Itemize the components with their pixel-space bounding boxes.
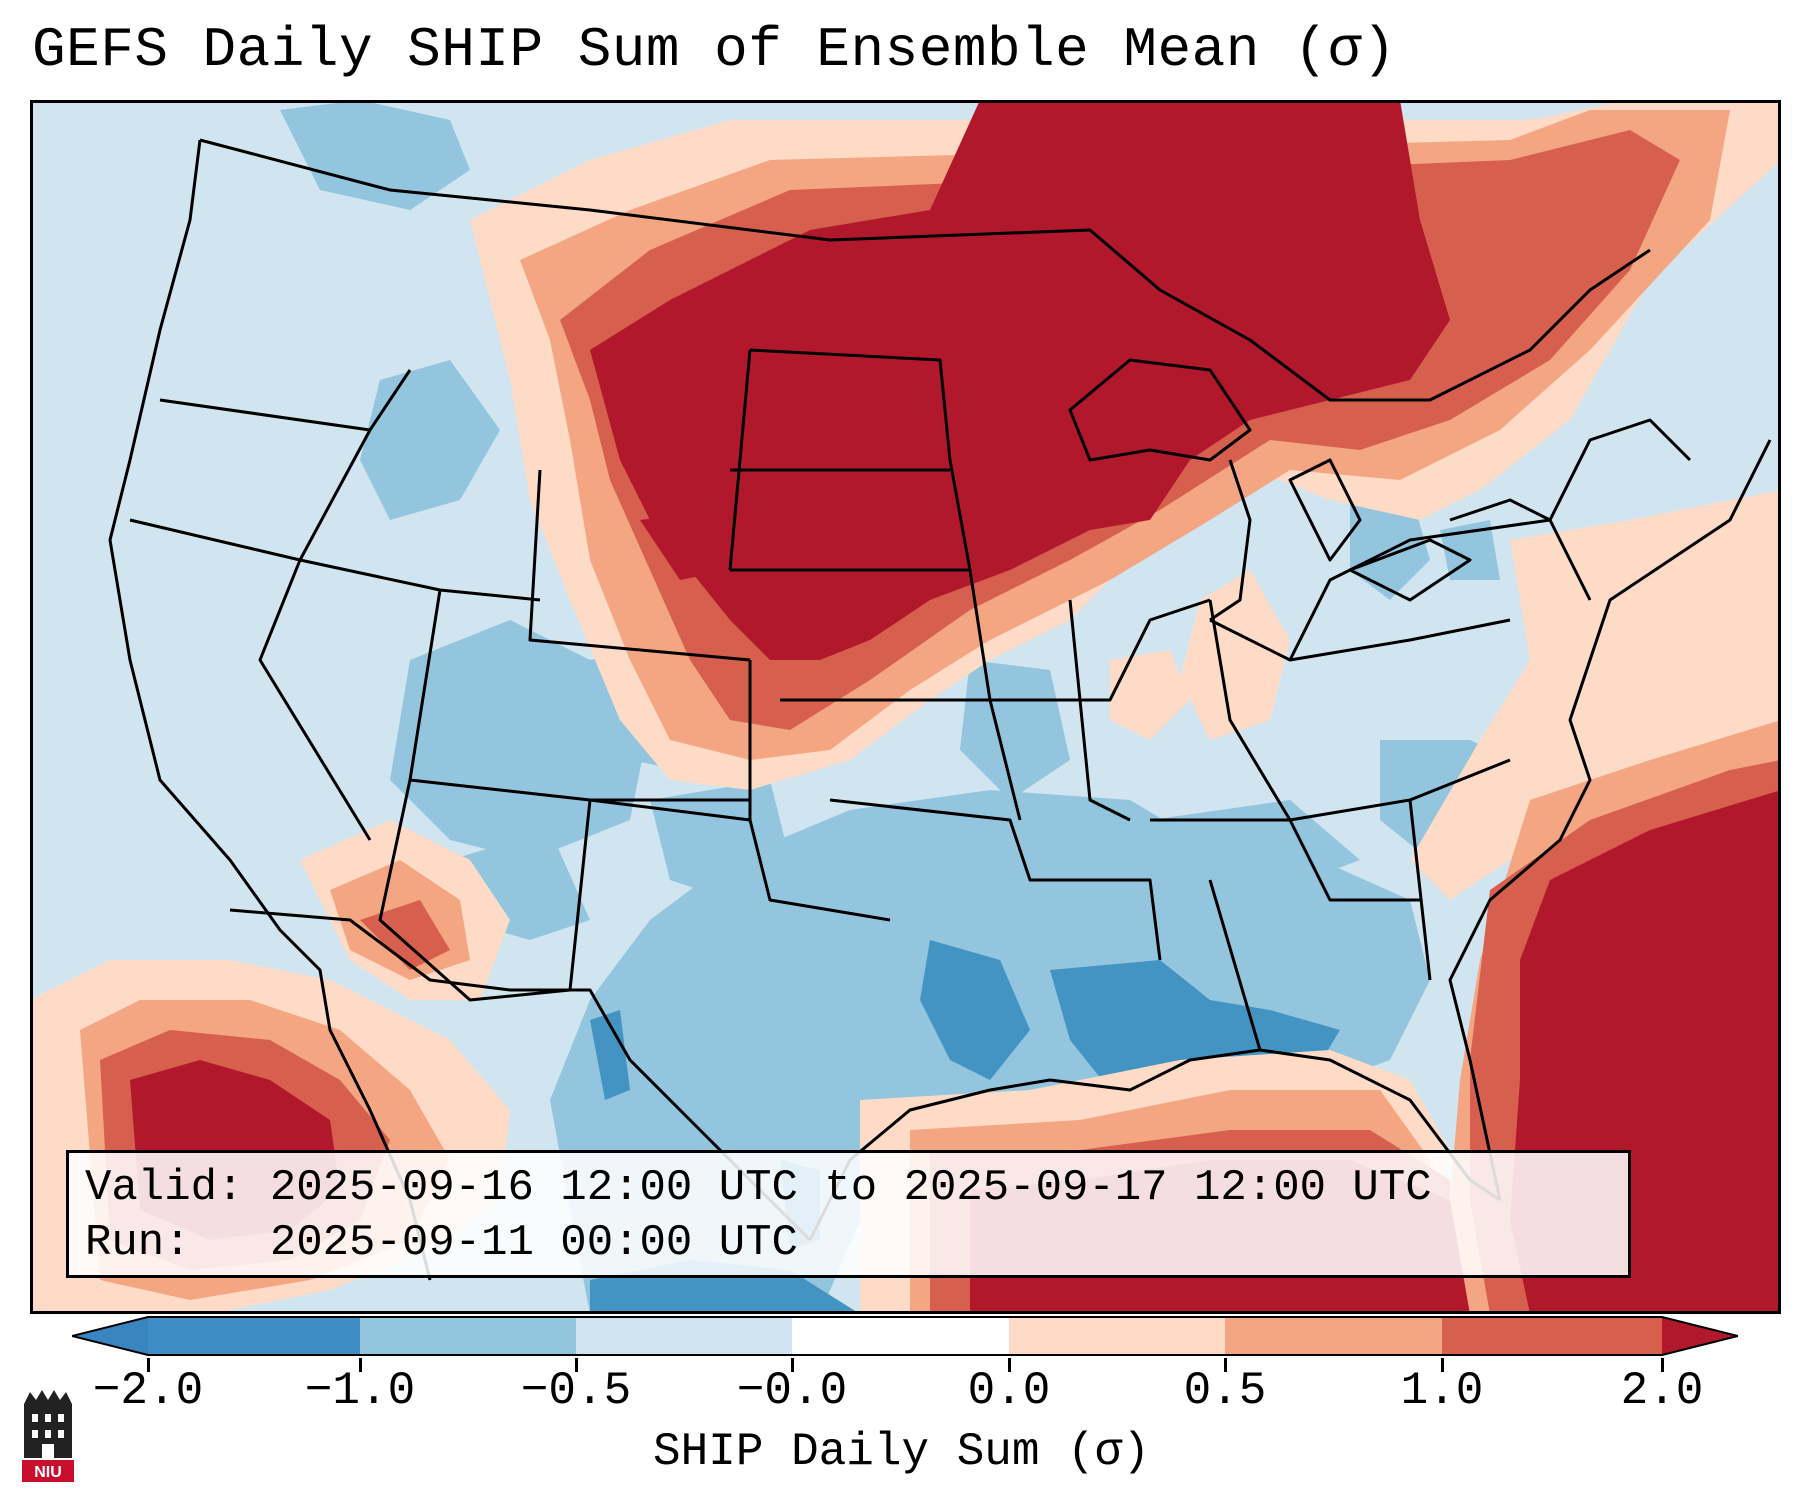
colorbar-tick-label: 0.5: [1183, 1365, 1267, 1417]
ship-map: [30, 100, 1781, 1314]
colorbar-extend-low: [72, 1317, 148, 1355]
colorbar-segment: [360, 1317, 576, 1355]
colorbar-tick: [575, 1358, 578, 1372]
colorbar-segment: [1225, 1317, 1442, 1355]
run-label: Run:: [85, 1218, 191, 1268]
colorbar-tick: [1661, 1358, 1664, 1372]
map-frame: [30, 100, 1781, 1314]
colorbar-segment: [792, 1317, 1009, 1355]
colorbar-tick-label: 1.0: [1400, 1365, 1484, 1417]
colorbar-segment: [148, 1317, 360, 1355]
colorbar-tick-label: −0.5: [520, 1365, 632, 1417]
colorbar-tick-label: 2.0: [1620, 1365, 1704, 1417]
run-row: Run: 2025-09-11 00:00 UTC: [85, 1216, 1612, 1271]
colorbar-tick: [791, 1358, 794, 1372]
colorbar-tick-label: −1.0: [304, 1365, 416, 1417]
colorbar-tick: [1441, 1358, 1444, 1372]
colorbar-tick: [359, 1358, 362, 1372]
colorbar-segment: [1442, 1317, 1662, 1355]
valid-row: Valid: 2025-09-16 12:00 UTC to 2025-09-1…: [85, 1161, 1612, 1216]
colorbar-tick: [147, 1358, 150, 1372]
colorbar-tick: [1224, 1358, 1227, 1372]
niu-logo: NIU: [22, 1390, 74, 1482]
colorbar: [72, 1316, 1738, 1356]
colorbar-segment: [576, 1317, 792, 1355]
colorbar-segment: [1009, 1317, 1225, 1355]
niu-logo-text: NIU: [34, 1464, 62, 1481]
run-time: 2025-09-11 00:00 UTC: [269, 1218, 798, 1268]
valid-time-range: 2025-09-16 12:00 UTC to 2025-09-17 12:00…: [269, 1163, 1432, 1213]
valid-label: Valid:: [85, 1163, 244, 1213]
colorbar-tick-label: 0.0: [967, 1365, 1051, 1417]
colorbar-label: SHIP Daily Sum (σ): [653, 1426, 1150, 1478]
colorbar-outline: [72, 1316, 1738, 1356]
boundaries: [108, 138, 1772, 1281]
colorbar-tick: [1008, 1358, 1011, 1372]
map-title: GEFS Daily SHIP Sum of Ensemble Mean (σ): [32, 18, 1397, 82]
colorbar-tick-label: −0.0: [736, 1365, 848, 1417]
colorbar-tick-label: −2.0: [92, 1365, 204, 1417]
valid-run-info-box: Valid: 2025-09-16 12:00 UTC to 2025-09-1…: [66, 1150, 1631, 1278]
colorbar-extend-high: [1662, 1317, 1738, 1355]
